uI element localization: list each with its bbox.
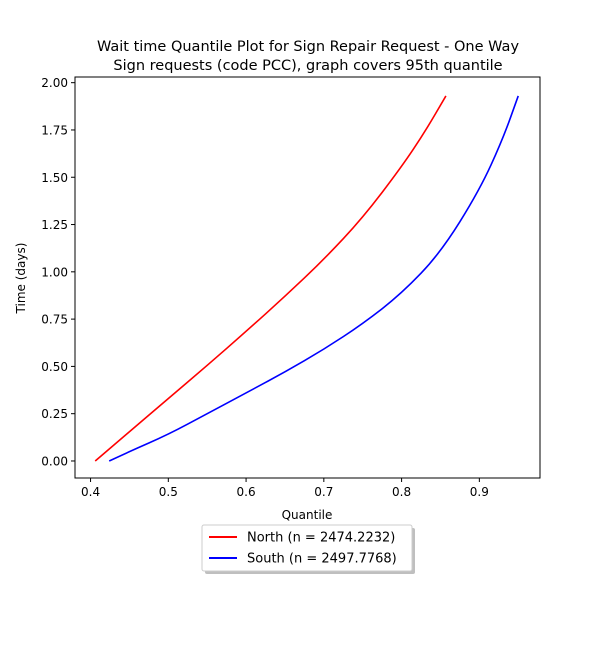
- x-tick-label: 0.4: [81, 485, 100, 499]
- series-line-south: [108, 95, 519, 462]
- y-tick-label: 0.00: [41, 454, 68, 468]
- x-tick-label: 0.7: [314, 485, 333, 499]
- y-tick-label: 2.00: [41, 76, 68, 90]
- legend-label-south: South (n = 2497.7768): [247, 552, 397, 567]
- x-tick-label: 0.8: [392, 485, 411, 499]
- y-tick-label: 1.25: [41, 218, 68, 232]
- y-tick-label: 0.75: [41, 313, 68, 327]
- x-tick-label: 0.6: [237, 485, 256, 499]
- y-tick-label: 1.75: [41, 123, 68, 137]
- chart-title-line-1: Wait time Quantile Plot for Sign Repair …: [97, 39, 519, 55]
- y-tick-label: 0.25: [41, 407, 68, 421]
- y-tick-label: 0.50: [41, 360, 68, 374]
- plot-frame: [74, 76, 541, 479]
- x-axis-label: Quantile: [282, 508, 333, 522]
- legend: North (n = 2474.2232) South (n = 2497.77…: [201, 524, 415, 574]
- legend-label-north: North (n = 2474.2232): [247, 531, 395, 546]
- x-tick-label: 0.9: [470, 485, 489, 499]
- chart-title-line-2: Sign requests (code PCC), graph covers 9…: [113, 58, 502, 74]
- series-line-north: [94, 95, 447, 462]
- x-tick-label: 0.5: [159, 485, 178, 499]
- y-axis-label: Time (days): [14, 243, 28, 315]
- y-tick-label: 1.00: [41, 265, 68, 279]
- y-tick-label: 1.50: [41, 171, 68, 185]
- legend-box: [201, 524, 413, 572]
